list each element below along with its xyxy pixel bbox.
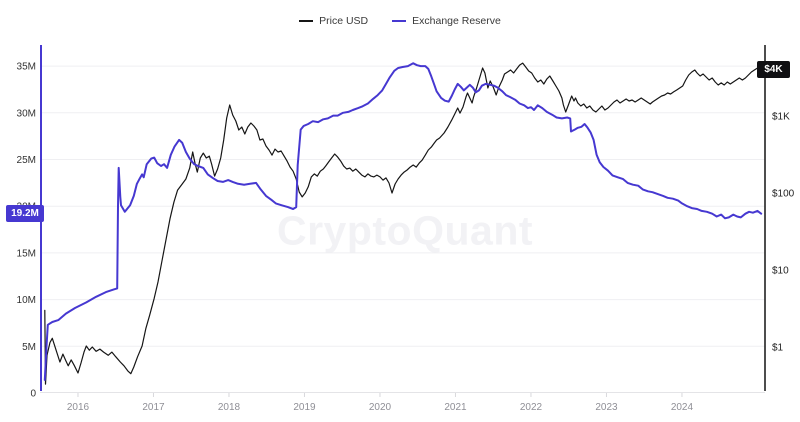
legend-item-exchange-reserve[interactable]: Exchange Reserve <box>392 15 501 27</box>
left-axis-tick-label: 30M <box>17 108 36 119</box>
right-axis-current-value-badge: $4K <box>757 61 790 79</box>
legend-label-price-usd: Price USD <box>319 15 369 27</box>
x-axis-tick-label: 2022 <box>520 402 543 413</box>
x-axis-tick-label: 2021 <box>444 402 467 413</box>
left-axis-current-value-badge: 19.2M <box>6 205 44 223</box>
left-axis-tick-label: 25M <box>17 155 36 166</box>
legend-label-exchange-reserve: Exchange Reserve <box>412 15 501 27</box>
x-axis-tick-label: 2016 <box>67 402 90 413</box>
x-axis-tick-label: 2018 <box>218 402 241 413</box>
price-usd-line-swatch-icon <box>299 20 314 22</box>
x-axis-tick-label: 2020 <box>369 402 392 413</box>
right-axis-tick-label: $10 <box>772 266 789 277</box>
x-axis-tick-label: 2023 <box>595 402 618 413</box>
right-axis-tick-label: $1 <box>772 343 784 354</box>
exchange-reserve-line-swatch-icon <box>392 20 407 22</box>
exchange-reserve-line <box>43 62 763 381</box>
price-usd-line <box>44 62 762 385</box>
legend: Price USD Exchange Reserve <box>0 15 800 27</box>
legend-item-price-usd[interactable]: Price USD <box>299 15 368 27</box>
left-axis-tick-label: 0 <box>30 389 36 400</box>
x-axis-tick-label: 2017 <box>142 402 165 413</box>
left-axis-tick-label: 15M <box>17 248 36 259</box>
left-axis-tick-label: 5M <box>22 342 36 353</box>
x-axis-tick-label: 2024 <box>671 402 694 413</box>
x-axis-tick-label: 2019 <box>293 402 316 413</box>
cryptoquant-watermark: CryptoQuant <box>276 207 534 254</box>
left-axis-tick-label: 10M <box>17 295 36 306</box>
right-axis-tick-label: $1K <box>772 112 790 123</box>
left-axis-tick-label: 35M <box>17 62 36 73</box>
right-axis-tick-label: $100 <box>772 189 795 200</box>
